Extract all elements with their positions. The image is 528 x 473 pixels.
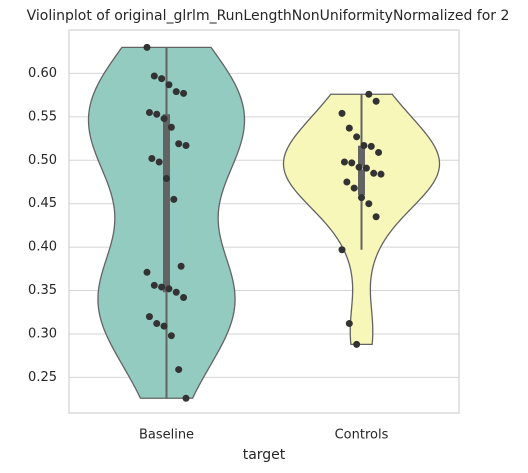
point <box>372 213 380 221</box>
point <box>153 320 161 328</box>
point <box>145 109 153 117</box>
point <box>172 288 180 296</box>
point <box>345 124 353 132</box>
point <box>175 140 183 148</box>
point <box>348 159 356 167</box>
point <box>160 115 168 123</box>
point <box>343 178 351 186</box>
point <box>180 293 188 301</box>
box <box>163 114 170 293</box>
y-tick-label: 0.25 <box>28 370 57 385</box>
point <box>163 175 170 183</box>
point <box>148 155 156 163</box>
point <box>353 340 361 348</box>
x-axis-label: target <box>243 447 286 463</box>
point <box>345 320 353 328</box>
point <box>355 163 363 171</box>
point <box>367 142 375 150</box>
y-tick-label: 0.45 <box>28 196 57 211</box>
point <box>365 90 373 98</box>
point <box>358 194 365 202</box>
point <box>180 89 188 97</box>
point <box>377 170 385 178</box>
point <box>375 148 383 156</box>
point <box>165 285 173 293</box>
point <box>160 322 168 330</box>
point <box>350 184 358 192</box>
point <box>360 142 368 150</box>
y-tick-label: 0.40 <box>28 240 57 255</box>
point <box>338 246 346 254</box>
point <box>340 158 348 166</box>
chart-title: Violinplot of original_glrlm_RunLengthNo… <box>27 8 510 24</box>
point <box>155 158 163 166</box>
box <box>358 145 365 196</box>
point <box>167 123 175 131</box>
point <box>153 110 161 118</box>
point <box>362 164 370 172</box>
y-tick-label: 0.30 <box>28 326 57 341</box>
point <box>170 195 178 203</box>
point <box>338 109 346 117</box>
x-tick-label: Baseline <box>139 428 194 443</box>
plot-frame <box>68 29 460 414</box>
point <box>143 268 151 276</box>
point <box>372 97 380 105</box>
point <box>353 133 361 141</box>
y-tick-label: 0.55 <box>28 109 57 124</box>
point <box>365 200 373 208</box>
point <box>145 313 153 321</box>
point <box>165 81 173 89</box>
point <box>143 43 151 51</box>
x-tick-label: Controls <box>335 428 389 443</box>
y-tick-label: 0.50 <box>28 153 57 168</box>
point <box>150 281 158 289</box>
point <box>182 142 190 150</box>
point <box>150 72 158 80</box>
point <box>175 366 183 374</box>
y-tick-label: 0.60 <box>28 66 57 81</box>
point <box>167 332 175 340</box>
point <box>182 394 190 402</box>
y-tick-label: 0.35 <box>28 283 57 298</box>
point <box>172 88 180 96</box>
point <box>158 283 166 291</box>
point <box>370 169 378 177</box>
point <box>158 75 166 83</box>
point <box>177 262 185 270</box>
